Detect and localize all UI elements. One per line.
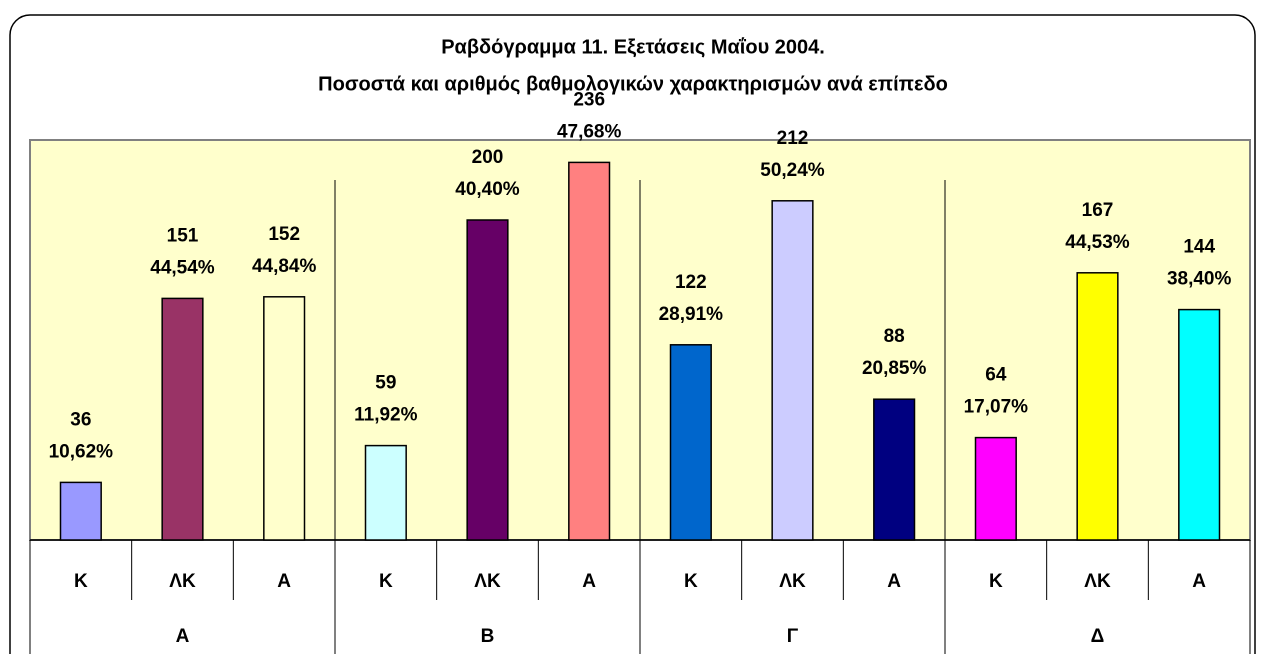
value-label: 144 [1183,237,1215,258]
bar [873,398,916,541]
percent-label: 28,91% [659,304,724,325]
bar [263,296,306,541]
value-label: 122 [675,272,707,293]
bar [974,436,1017,541]
bar [466,219,509,541]
bar [669,344,712,541]
x-tick-label: ΛΚ [474,571,501,592]
percent-label: 44,84% [252,256,317,277]
value-label: 236 [573,89,605,110]
x-tick-label: ΛΚ [1084,571,1111,592]
bar [59,481,102,541]
value-label: 88 [884,326,905,347]
value-label: 151 [167,225,199,246]
bar [1178,308,1221,541]
value-label: 212 [777,128,809,149]
bar [568,161,611,541]
x-tick-label: ΛΚ [169,571,196,592]
bar [161,297,204,541]
x-tick-label: Α [582,571,596,592]
x-tick-label: Κ [684,571,698,592]
value-label: 200 [472,147,504,168]
value-label: 167 [1082,200,1114,221]
x-tick-label: Α [1192,571,1206,592]
group-label: Β [481,626,495,647]
group-label: Α [176,626,190,647]
percent-label: 50,24% [760,160,825,181]
value-label: 59 [375,373,396,394]
group-label: Δ [1091,626,1105,647]
chart-subtitle: Ποσοστά και αριθμός βαθμολογικών χαρακτη… [318,73,948,95]
x-tick-label: Κ [379,571,393,592]
group-label: Γ [787,626,799,647]
x-tick-label: Α [887,571,901,592]
percent-label: 10,62% [49,441,114,462]
bar [771,200,814,541]
bar [1076,272,1119,541]
bar [364,444,407,541]
value-label: 36 [70,409,91,430]
x-tick-label: Κ [74,571,88,592]
percent-label: 20,85% [862,358,927,379]
x-tick-label: Α [277,571,291,592]
percent-label: 38,40% [1167,269,1232,290]
x-tick-label: ΛΚ [779,571,806,592]
chart-title: Ραβδόγραμμα 11. Εξετάσεις Μαΐου 2004. [441,36,825,58]
value-label: 152 [268,224,300,245]
percent-label: 47,68% [557,121,622,142]
percent-label: 11,92% [354,405,417,426]
percent-label: 44,54% [150,257,215,278]
percent-label: 44,53% [1065,232,1130,253]
percent-label: 40,40% [455,179,520,200]
x-tick-label: Κ [989,571,1003,592]
value-label: 64 [985,365,1007,386]
percent-label: 17,07% [964,397,1029,418]
